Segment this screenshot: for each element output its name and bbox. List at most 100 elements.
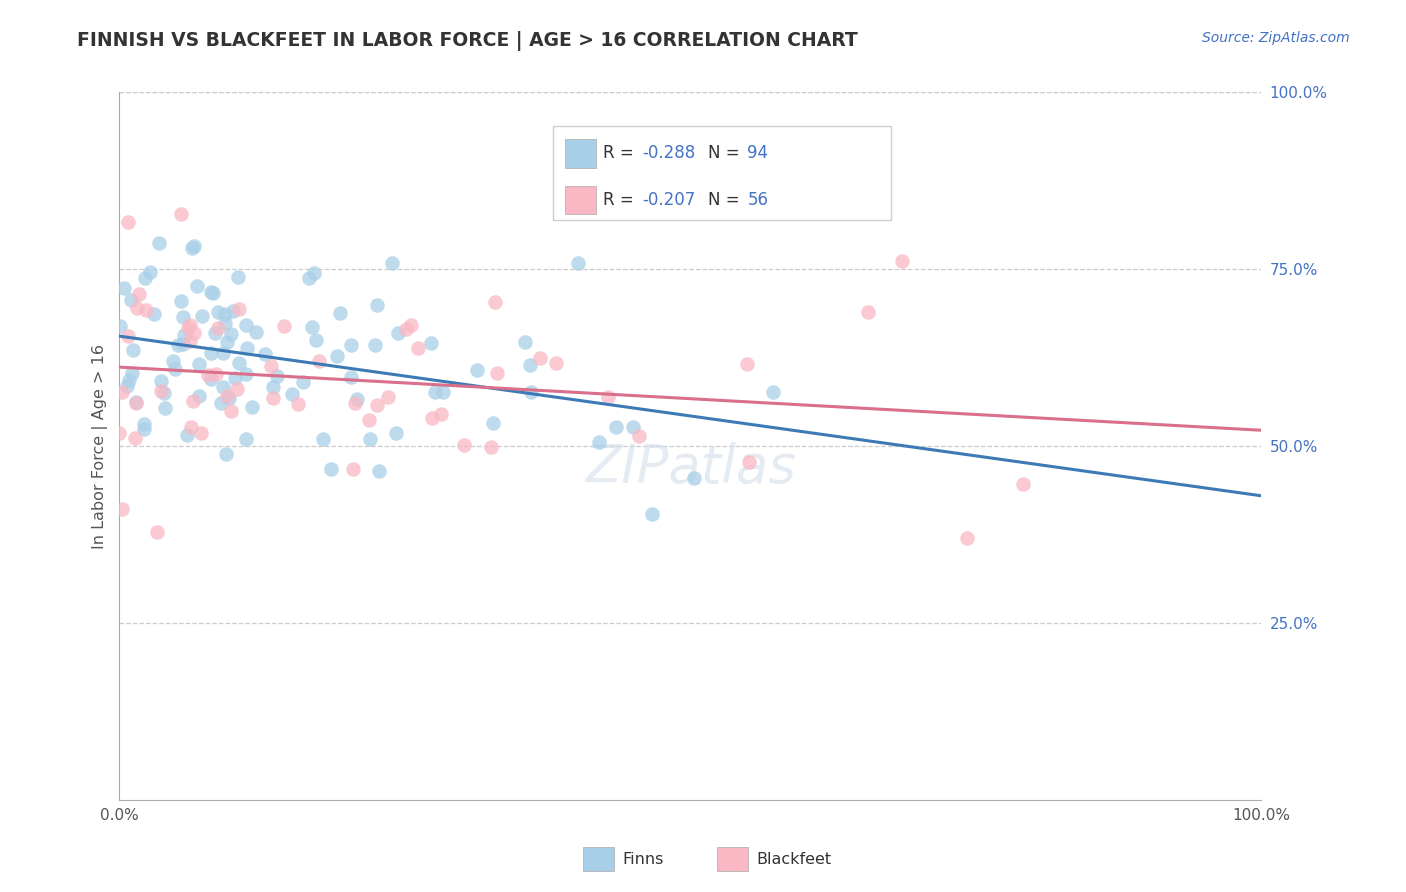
Point	[215, 447, 238, 461]
Point	[115, 378, 138, 392]
Point	[125, 394, 148, 409]
Point	[211, 346, 233, 360]
Point	[214, 316, 236, 330]
Point	[245, 326, 267, 340]
Point	[308, 354, 330, 368]
Point	[281, 387, 304, 401]
Point	[420, 335, 443, 350]
Point	[262, 391, 284, 405]
Text: Blackfeet: Blackfeet	[756, 853, 831, 867]
Point	[173, 327, 195, 342]
Point	[117, 215, 139, 229]
Point	[190, 426, 212, 441]
Point	[520, 384, 543, 399]
Point	[215, 388, 238, 402]
Point	[301, 320, 323, 334]
Point	[204, 326, 226, 340]
Point	[735, 357, 758, 371]
Point	[207, 305, 229, 319]
Text: -0.288: -0.288	[643, 145, 695, 162]
Point	[321, 461, 343, 475]
Y-axis label: In Labor Force | Age > 16: In Labor Force | Age > 16	[93, 343, 108, 549]
Point	[682, 471, 704, 485]
Point	[181, 393, 204, 408]
Point	[188, 357, 211, 371]
Point	[486, 366, 509, 380]
Point	[218, 392, 240, 406]
Point	[367, 464, 389, 478]
Point	[127, 301, 149, 316]
Point	[132, 417, 155, 431]
Point	[394, 321, 416, 335]
Point	[302, 266, 325, 280]
Point	[273, 318, 295, 333]
Point	[515, 334, 537, 349]
Point	[202, 286, 225, 301]
Point	[224, 371, 246, 385]
Point	[305, 333, 328, 347]
Point	[312, 432, 335, 446]
Point	[163, 362, 186, 376]
Point	[187, 389, 209, 403]
Point	[122, 343, 145, 358]
Point	[117, 329, 139, 343]
Point	[738, 455, 761, 469]
Point	[254, 347, 277, 361]
Text: N =: N =	[709, 191, 745, 209]
Point	[172, 310, 194, 324]
Text: Finns: Finns	[623, 853, 664, 867]
Point	[111, 502, 134, 516]
Text: N =: N =	[709, 145, 745, 162]
Point	[148, 236, 170, 251]
Point	[423, 384, 446, 399]
Point	[186, 279, 208, 293]
Point	[262, 380, 284, 394]
Point	[291, 376, 314, 390]
Point	[342, 462, 364, 476]
Point	[890, 254, 912, 268]
Point	[287, 397, 309, 411]
Point	[235, 432, 257, 446]
Point	[135, 302, 157, 317]
Point	[240, 400, 263, 414]
Point	[226, 270, 249, 285]
Point	[214, 307, 236, 321]
Point	[118, 373, 141, 387]
Point	[197, 368, 219, 383]
Point	[381, 256, 404, 270]
Point	[176, 321, 198, 335]
Point	[222, 304, 245, 318]
Point	[519, 358, 541, 372]
Point	[200, 285, 222, 300]
Point	[529, 351, 551, 365]
Point	[621, 419, 644, 434]
Text: R =: R =	[603, 145, 638, 162]
Point	[482, 416, 505, 430]
Point	[179, 318, 201, 332]
Point	[453, 437, 475, 451]
Point	[183, 239, 205, 253]
Text: -0.207: -0.207	[643, 191, 695, 209]
Text: FINNISH VS BLACKFEET IN LABOR FORCE | AGE > 16 CORRELATION CHART: FINNISH VS BLACKFEET IN LABOR FORCE | AG…	[77, 31, 858, 51]
Point	[217, 334, 239, 349]
Point	[207, 321, 229, 335]
Point	[364, 337, 387, 351]
Text: 56: 56	[748, 191, 769, 209]
Point	[209, 396, 232, 410]
Point	[170, 206, 193, 220]
Point	[169, 294, 191, 309]
Point	[219, 404, 242, 418]
Point	[1012, 477, 1035, 491]
Point	[183, 326, 205, 341]
Point	[149, 384, 172, 399]
Point	[153, 385, 176, 400]
Point	[430, 407, 453, 421]
Point	[111, 385, 134, 400]
Point	[465, 362, 488, 376]
Point	[598, 390, 620, 404]
Point	[166, 338, 188, 352]
Point	[124, 432, 146, 446]
Point	[162, 354, 184, 368]
Point	[200, 372, 222, 386]
Point	[567, 255, 589, 269]
